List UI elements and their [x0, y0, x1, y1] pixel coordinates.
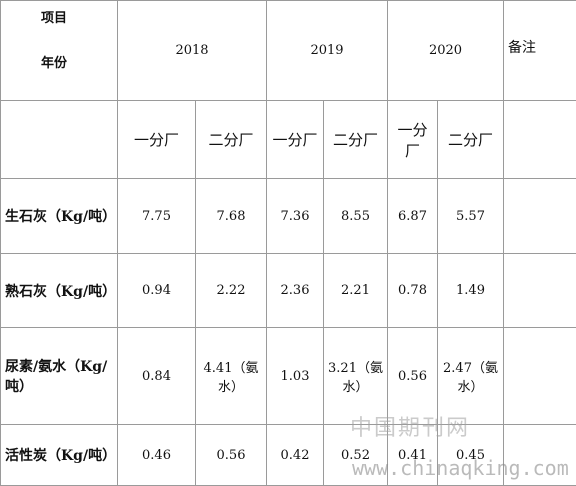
- empty-cell: [504, 101, 576, 179]
- item-label: 项目: [5, 7, 113, 26]
- value-cell: 0.56: [196, 425, 267, 486]
- plant-header: 一分厂: [118, 101, 196, 179]
- value-cell: 2.22: [196, 254, 267, 328]
- value-cell: 5.57: [438, 179, 504, 254]
- watermark: 中国期刊网: [350, 410, 470, 442]
- year-header: 2020: [388, 1, 504, 101]
- note-cell: [504, 328, 576, 425]
- value-cell: 2.21: [324, 254, 388, 328]
- year-header: 2019: [267, 1, 388, 101]
- row-label: 尿素/氨水（Kg/吨）: [1, 328, 118, 425]
- plant-header: 二分厂: [324, 101, 388, 179]
- corner-cell: 项目 年份: [1, 1, 118, 101]
- value-cell: 0.42: [267, 425, 324, 486]
- plant-header: 一分厂: [267, 101, 324, 179]
- empty-cell: [1, 101, 118, 179]
- value-cell: 8.55: [324, 179, 388, 254]
- note-cell: [504, 254, 576, 328]
- row-label: 熟石灰（Kg/吨）: [1, 254, 118, 328]
- value-cell: 1.03: [267, 328, 324, 425]
- year-header: 2018: [118, 1, 267, 101]
- value-cell: 2.36: [267, 254, 324, 328]
- value-cell: 0.46: [118, 425, 196, 486]
- plant-header: 二分厂: [438, 101, 504, 179]
- note-header: 备注: [504, 1, 576, 101]
- row-label: 生石灰（Kg/吨）: [1, 179, 118, 254]
- value-cell: 7.36: [267, 179, 324, 254]
- note-cell: [504, 179, 576, 254]
- value-cell: 1.49: [438, 254, 504, 328]
- watermark: www.chinaqking.com: [352, 456, 569, 480]
- plant-header: 一分厂: [388, 101, 438, 179]
- value-cell: 0.78: [388, 254, 438, 328]
- plant-header: 二分厂: [196, 101, 267, 179]
- value-cell: 0.94: [118, 254, 196, 328]
- value-cell: 4.41（氨水）: [196, 328, 267, 425]
- value-cell: 0.84: [118, 328, 196, 425]
- value-cell: 7.75: [118, 179, 196, 254]
- row-label: 活性炭（Kg/吨）: [1, 425, 118, 486]
- year-label: 年份: [5, 52, 113, 71]
- value-cell: 7.68: [196, 179, 267, 254]
- value-cell: 6.87: [388, 179, 438, 254]
